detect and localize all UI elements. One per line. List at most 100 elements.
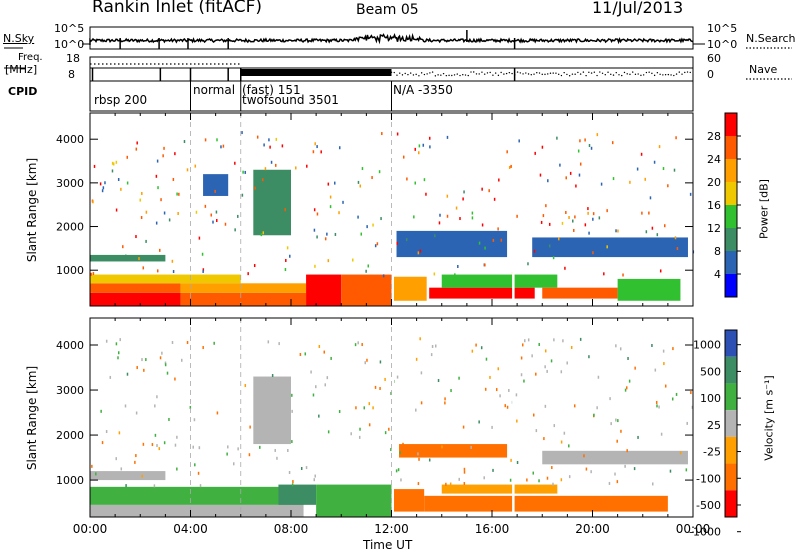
velocity-echo xyxy=(291,393,293,397)
power-echo xyxy=(651,226,654,230)
power-echo xyxy=(157,186,159,190)
power-echo xyxy=(215,210,218,214)
power-echo xyxy=(539,173,542,177)
x-tick-label: 08:00 xyxy=(274,522,309,536)
power-echo xyxy=(312,150,315,154)
power-echo xyxy=(135,235,137,239)
nave-dot xyxy=(648,71,650,73)
velocity-echo xyxy=(417,482,420,486)
power-echo xyxy=(454,273,456,277)
velocity-echo xyxy=(506,405,509,409)
power-ytick-label: 2000 xyxy=(56,221,84,234)
power-echo xyxy=(204,138,207,142)
power-echo xyxy=(357,215,359,219)
velocity-echo xyxy=(532,413,535,417)
nave-dot xyxy=(645,71,648,74)
power-echo xyxy=(423,178,426,182)
freq-label: Freq. xyxy=(18,52,43,63)
power-echo xyxy=(541,145,544,149)
power-echo xyxy=(115,208,118,212)
nave-dot xyxy=(560,74,563,77)
nave-dot xyxy=(626,73,628,75)
power-echo xyxy=(234,161,236,165)
velocity-echo xyxy=(326,376,329,380)
velocity-echo xyxy=(399,451,401,455)
velocity-echo xyxy=(679,451,682,455)
power-echo xyxy=(314,264,316,268)
power-echo xyxy=(462,197,464,201)
nave-dot xyxy=(409,72,412,74)
power-echo xyxy=(648,211,650,215)
velocity-echo xyxy=(338,410,341,414)
nsky-tick-high: 10^5 xyxy=(54,22,85,35)
velocity-echo xyxy=(544,404,547,408)
velocity-echo xyxy=(305,466,308,470)
power-echo xyxy=(414,147,416,151)
power-echo xyxy=(606,245,608,249)
velocity-echo xyxy=(463,482,466,486)
power-echo xyxy=(500,238,503,242)
nave-dot xyxy=(568,75,571,77)
velocity-echo xyxy=(384,377,386,381)
velocity-echo xyxy=(237,447,239,451)
power-echo xyxy=(405,238,408,242)
nave-dot xyxy=(434,75,437,77)
velocity-heatmap xyxy=(90,319,694,517)
power-echo xyxy=(253,264,256,268)
power-colorbar-swatch xyxy=(725,136,737,159)
velocity-echo xyxy=(300,467,303,471)
velocity-echo xyxy=(573,404,576,408)
power-echo xyxy=(126,181,129,185)
velocity-colorbar-swatch xyxy=(725,490,737,517)
nave-dot xyxy=(596,74,598,77)
velocity-colorbar-swatch xyxy=(725,330,737,357)
power-echo xyxy=(446,214,449,218)
velocity-echo xyxy=(146,472,148,476)
power-echo xyxy=(438,221,441,225)
x-axis-label: Time UT xyxy=(363,538,413,552)
power-echo xyxy=(160,198,162,202)
power-echo xyxy=(488,189,490,193)
power-echo xyxy=(115,160,118,164)
velocity-echo xyxy=(199,484,202,488)
nave-dot xyxy=(642,74,645,76)
velocity-echo xyxy=(358,435,361,439)
velocity-echo xyxy=(463,470,466,474)
power-echo xyxy=(195,210,198,214)
nave-dot xyxy=(604,74,606,76)
power-echo xyxy=(122,245,124,249)
power-echo xyxy=(326,232,328,236)
power-echo xyxy=(640,152,643,156)
velocity-echo xyxy=(390,391,392,395)
velocity-echo xyxy=(570,345,573,349)
velocity-echo xyxy=(671,397,674,401)
nave-dot xyxy=(483,73,486,75)
velocity-echo xyxy=(471,349,474,353)
nave-dot xyxy=(462,74,464,76)
velocity-gap xyxy=(391,319,394,516)
power-echo xyxy=(492,242,495,246)
nave-dot xyxy=(423,73,426,76)
nave-dot xyxy=(475,73,478,75)
velocity-echo xyxy=(280,415,283,419)
nave-dot xyxy=(399,72,401,74)
velocity-echo xyxy=(655,400,658,404)
velocity-echo xyxy=(475,343,477,347)
power-echo xyxy=(156,159,159,163)
velocity-echo xyxy=(142,442,145,446)
velocity-echo xyxy=(384,431,387,435)
power-echo xyxy=(92,272,95,276)
velocity-echo xyxy=(226,452,228,456)
nave-dot xyxy=(571,73,574,75)
power-echo xyxy=(260,233,263,237)
power-colorbar-swatch xyxy=(725,113,737,136)
nave-dot xyxy=(662,74,664,76)
nsearch-label: N.Search xyxy=(746,32,796,45)
velocity-colorbar-swatch xyxy=(725,436,737,464)
velocity-echo xyxy=(499,394,501,398)
velocity-colorbar-swatch xyxy=(725,356,737,384)
velocity-echo xyxy=(259,445,261,449)
velocity-echo xyxy=(535,429,538,433)
power-echo xyxy=(565,176,567,180)
power-echo xyxy=(159,248,161,252)
